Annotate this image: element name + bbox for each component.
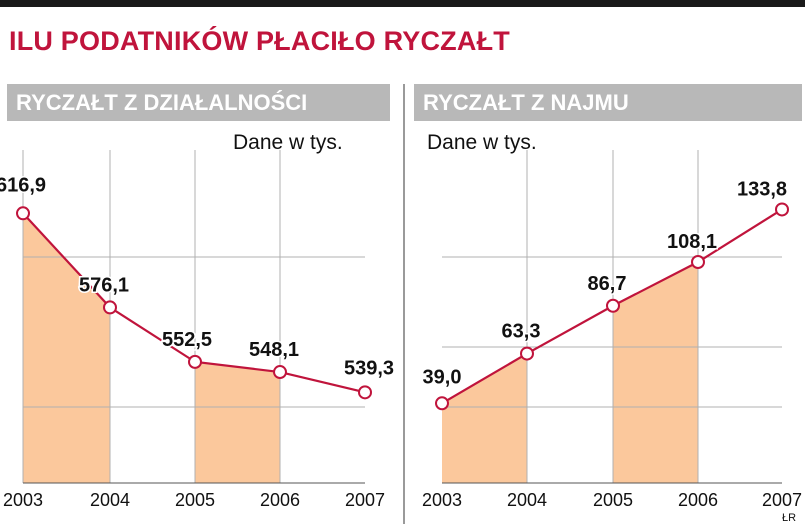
left-year-label-2003: 2003: [3, 490, 43, 510]
right-year-label-2005: 2005: [593, 490, 633, 510]
left-value-label-2003: 616,9: [0, 174, 46, 196]
right-unit-label: Dane w tys.: [427, 131, 537, 154]
left-unit-label: Dane w tys.: [233, 131, 343, 154]
left-value-label-2007: 539,3: [344, 357, 394, 379]
right-year-label-2003: 2003: [422, 490, 462, 510]
right-value-label-2003: 39,0: [423, 366, 462, 388]
left-year-label-2005: 2005: [175, 490, 215, 510]
credit-label: ŁR: [782, 512, 797, 524]
left-point-2005: [188, 354, 202, 369]
right-point-2006: [691, 255, 705, 270]
right-point-2005: [606, 298, 620, 313]
right-value-label-2006: 108,1: [667, 231, 717, 253]
left-year-label-2004: 2004: [90, 490, 130, 510]
right-point-2003: [435, 396, 449, 411]
left-point-2007: [358, 385, 372, 400]
page-title: ILU PODATNIKÓW PŁACIŁO RYCZAŁT: [9, 26, 510, 56]
right-value-label-2007: 133,8: [737, 178, 787, 200]
right-year-label-2007: 2007: [762, 490, 802, 510]
panel-divider: [403, 84, 405, 524]
top-rule: [0, 0, 805, 7]
left-value-label-2006: 548,1: [249, 339, 299, 361]
left-panel-header: RYCZAŁT Z DZIAŁALNOŚCI: [7, 84, 390, 121]
right-year-label-2006: 2006: [678, 490, 718, 510]
left-point-2003: [16, 206, 30, 221]
right-year-label-2004: 2004: [507, 490, 547, 510]
left-value-label-2004: 576,1: [79, 274, 129, 296]
right-panel-header: RYCZAŁT Z NAJMU: [414, 84, 802, 121]
right-shaded-area: [442, 353, 527, 483]
right-value-label-2005: 86,7: [588, 273, 627, 295]
left-point-2006: [273, 365, 287, 380]
left-shaded-area: [195, 361, 280, 483]
left-year-label-2006: 2006: [260, 490, 300, 510]
left-shaded-area: [23, 213, 110, 484]
left-point-2004: [103, 300, 117, 315]
right-shaded-area: [613, 262, 698, 483]
left-value-label-2005: 552,5: [162, 329, 212, 351]
left-year-label-2007: 2007: [345, 490, 385, 510]
right-value-label-2004: 63,3: [502, 321, 541, 343]
right-point-2007: [775, 202, 789, 217]
right-point-2004: [520, 346, 534, 361]
